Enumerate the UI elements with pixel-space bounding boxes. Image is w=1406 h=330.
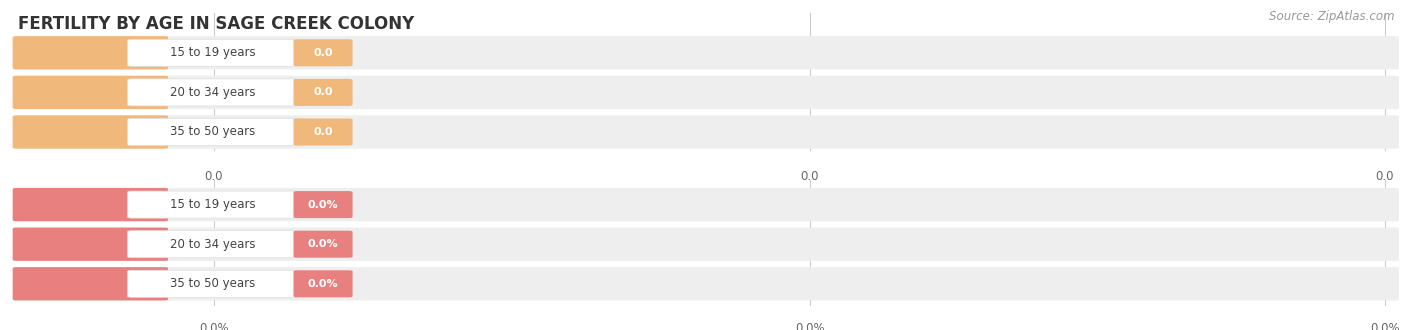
FancyBboxPatch shape bbox=[128, 270, 298, 297]
Text: 20 to 34 years: 20 to 34 years bbox=[170, 86, 256, 99]
FancyBboxPatch shape bbox=[13, 36, 169, 70]
FancyBboxPatch shape bbox=[294, 270, 353, 297]
FancyBboxPatch shape bbox=[294, 79, 353, 106]
FancyBboxPatch shape bbox=[128, 39, 298, 66]
FancyBboxPatch shape bbox=[128, 231, 298, 258]
Text: Source: ZipAtlas.com: Source: ZipAtlas.com bbox=[1270, 10, 1395, 23]
Text: 0.0: 0.0 bbox=[204, 170, 224, 183]
FancyBboxPatch shape bbox=[14, 115, 1399, 148]
FancyBboxPatch shape bbox=[14, 36, 1399, 70]
FancyBboxPatch shape bbox=[14, 188, 1399, 221]
Text: 0.0%: 0.0% bbox=[794, 322, 825, 330]
FancyBboxPatch shape bbox=[128, 118, 298, 146]
FancyBboxPatch shape bbox=[13, 76, 169, 109]
Text: 0.0: 0.0 bbox=[800, 170, 820, 183]
Text: 20 to 34 years: 20 to 34 years bbox=[170, 238, 256, 251]
Text: 0.0%: 0.0% bbox=[308, 279, 339, 289]
Text: 0.0%: 0.0% bbox=[308, 239, 339, 249]
FancyBboxPatch shape bbox=[14, 267, 1399, 300]
FancyBboxPatch shape bbox=[13, 188, 169, 221]
Text: 0.0: 0.0 bbox=[314, 48, 333, 58]
FancyBboxPatch shape bbox=[294, 118, 353, 146]
FancyBboxPatch shape bbox=[294, 231, 353, 258]
Text: 35 to 50 years: 35 to 50 years bbox=[170, 277, 256, 290]
FancyBboxPatch shape bbox=[14, 228, 1399, 261]
Text: 0.0: 0.0 bbox=[314, 87, 333, 97]
FancyBboxPatch shape bbox=[13, 267, 169, 300]
FancyBboxPatch shape bbox=[128, 79, 298, 106]
Text: 35 to 50 years: 35 to 50 years bbox=[170, 125, 256, 139]
FancyBboxPatch shape bbox=[294, 39, 353, 66]
Text: 15 to 19 years: 15 to 19 years bbox=[170, 46, 256, 59]
Text: FERTILITY BY AGE IN SAGE CREEK COLONY: FERTILITY BY AGE IN SAGE CREEK COLONY bbox=[18, 15, 415, 33]
FancyBboxPatch shape bbox=[14, 76, 1399, 109]
Text: 0.0%: 0.0% bbox=[1369, 322, 1400, 330]
Text: 0.0%: 0.0% bbox=[308, 200, 339, 210]
FancyBboxPatch shape bbox=[294, 191, 353, 218]
Text: 0.0: 0.0 bbox=[1375, 170, 1395, 183]
Text: 0.0: 0.0 bbox=[314, 127, 333, 137]
FancyBboxPatch shape bbox=[128, 191, 298, 218]
Text: 0.0%: 0.0% bbox=[198, 322, 229, 330]
FancyBboxPatch shape bbox=[13, 115, 169, 148]
FancyBboxPatch shape bbox=[13, 228, 169, 261]
Text: 15 to 19 years: 15 to 19 years bbox=[170, 198, 256, 211]
